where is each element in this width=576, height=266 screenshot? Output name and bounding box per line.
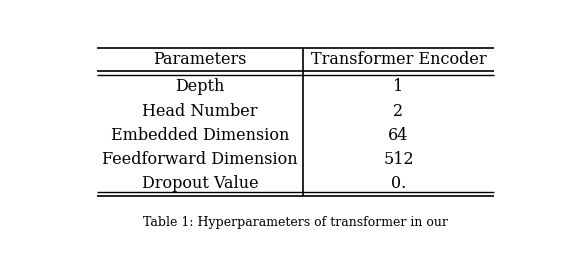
Text: Transformer Encoder: Transformer Encoder [310,51,486,68]
Text: 0.: 0. [391,175,406,192]
Text: 64: 64 [388,127,409,144]
Text: Head Number: Head Number [142,103,257,120]
Text: 1: 1 [393,78,404,95]
Text: Parameters: Parameters [153,51,247,68]
Text: Dropout Value: Dropout Value [142,175,258,192]
Text: Embedded Dimension: Embedded Dimension [111,127,289,144]
Text: Feedforward Dimension: Feedforward Dimension [102,151,298,168]
Text: Depth: Depth [175,78,225,95]
Text: 512: 512 [383,151,414,168]
Text: 2: 2 [393,103,404,120]
Text: Table 1: Hyperparameters of transformer in our: Table 1: Hyperparameters of transformer … [143,216,448,229]
